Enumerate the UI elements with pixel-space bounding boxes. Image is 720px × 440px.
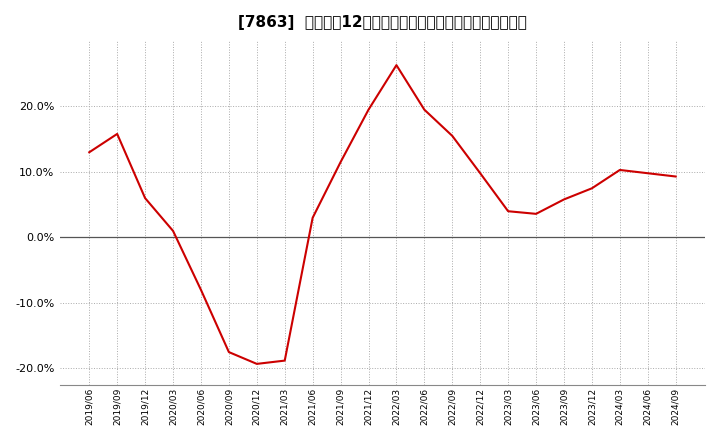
- Title: [7863]  売上高の12か月移動合計の対前年同期増減率の推移: [7863] 売上高の12か月移動合計の対前年同期増減率の推移: [238, 15, 527, 30]
